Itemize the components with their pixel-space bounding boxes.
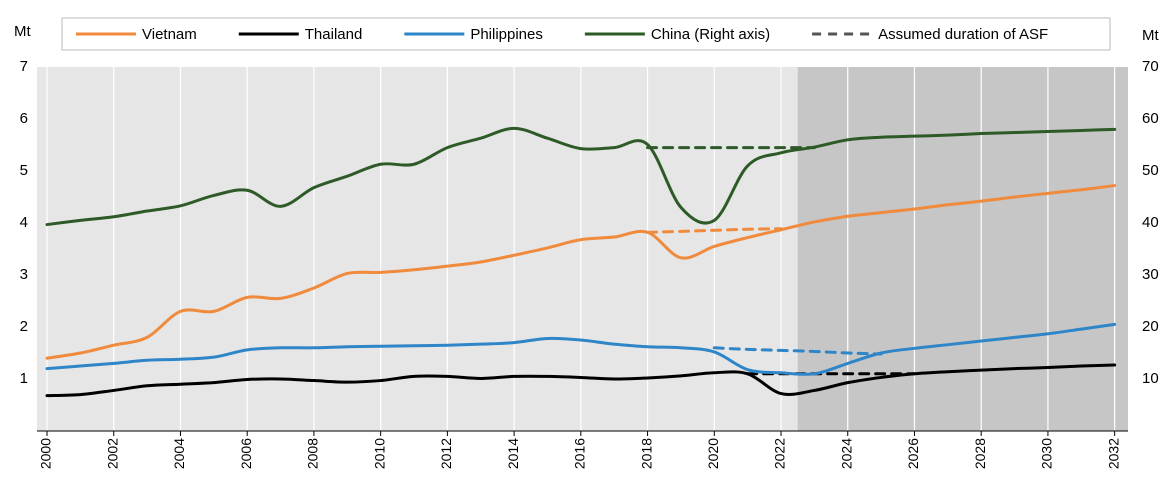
y-tick-label: 2 — [20, 318, 28, 335]
x-tick-label: 2026 — [905, 438, 921, 469]
legend-label: Assumed duration of ASF — [878, 26, 1048, 43]
asf-line — [712, 346, 883, 356]
x-tick-label: 2012 — [438, 438, 454, 469]
y2-tick-label: 50 — [1142, 162, 1159, 179]
x-tick-label: 2010 — [371, 438, 387, 469]
y-tick-label: 3 — [20, 266, 28, 283]
x-tick-label: 2020 — [705, 438, 721, 469]
y-tick-label: 4 — [20, 214, 28, 231]
x-tick-label: 2018 — [638, 438, 654, 469]
asf-line — [646, 227, 783, 234]
x-tick-label: 2014 — [505, 438, 521, 469]
series-line — [45, 363, 1117, 398]
y2-tick-label: 20 — [1142, 318, 1159, 335]
x-tick-label: 2006 — [238, 438, 254, 469]
legend-label: China (Right axis) — [651, 26, 770, 43]
series-line — [45, 184, 1117, 360]
x-tick-label: 2008 — [305, 438, 321, 469]
y-tick-label: 5 — [20, 162, 28, 179]
series-line — [45, 322, 1117, 376]
legend-label: Thailand — [305, 26, 363, 43]
x-tick-label: 2030 — [1039, 438, 1055, 469]
y2-tick-label: 40 — [1142, 214, 1159, 231]
x-tick-label: 2000 — [38, 438, 54, 469]
x-tick-label: 2004 — [171, 438, 187, 469]
x-tick-label: 2016 — [572, 438, 588, 469]
series-line — [45, 126, 1117, 227]
y-unit: Mt — [14, 23, 31, 40]
x-tick-label: 2022 — [772, 438, 788, 469]
y2-tick-label: 70 — [1142, 58, 1159, 75]
y2-tick-label: 30 — [1142, 266, 1159, 283]
x-tick-label: 2002 — [104, 438, 120, 469]
legend-label: Vietnam — [142, 26, 197, 43]
legend-label: Philippines — [470, 26, 543, 43]
y-tick-label: 1 — [20, 370, 28, 387]
x-tick-label: 2032 — [1105, 438, 1121, 469]
y2-tick-label: 60 — [1142, 110, 1159, 127]
y2-tick-label: 10 — [1142, 370, 1159, 387]
y-tick-label: 7 — [20, 58, 28, 75]
x-tick-label: 2024 — [838, 438, 854, 469]
y2-unit: Mt — [1142, 27, 1159, 44]
y-tick-label: 6 — [20, 110, 28, 127]
x-tick-label: 2028 — [972, 438, 988, 469]
